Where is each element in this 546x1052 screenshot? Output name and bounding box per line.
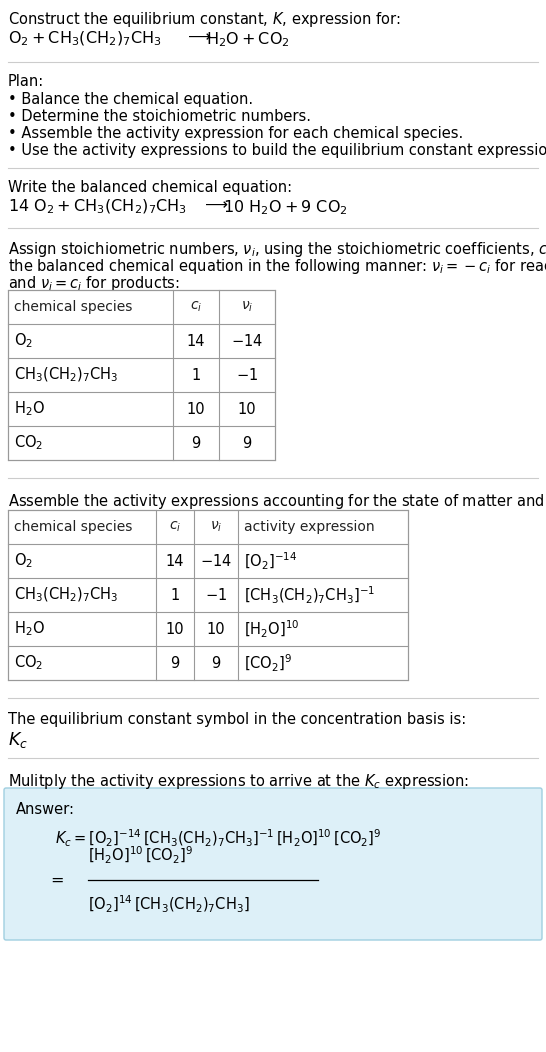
Text: $\nu_i$: $\nu_i$	[210, 520, 222, 534]
Text: 9: 9	[211, 655, 221, 670]
Bar	[8, 290, 275, 460]
Text: Plan:: Plan:	[8, 74, 44, 89]
Text: 14: 14	[166, 553, 184, 568]
Text: $\mathrm{O_2}$: $\mathrm{O_2}$	[14, 331, 33, 350]
FancyBboxPatch shape	[4, 788, 542, 940]
Text: $-1$: $-1$	[236, 367, 258, 383]
Text: chemical species: chemical species	[14, 520, 132, 534]
Text: $[\mathrm{CO_2}]^{9}$: $[\mathrm{CO_2}]^{9}$	[244, 652, 292, 673]
Text: $\mathrm{O_2}$: $\mathrm{O_2}$	[14, 551, 33, 570]
Text: Write the balanced chemical equation:: Write the balanced chemical equation:	[8, 180, 292, 195]
Text: activity expression: activity expression	[244, 520, 375, 534]
Text: Construct the equilibrium constant, $K$, expression for:: Construct the equilibrium constant, $K$,…	[8, 11, 401, 29]
Text: $K_c$: $K_c$	[8, 730, 28, 750]
Text: =: =	[50, 872, 63, 888]
Text: $\mathrm{CO_2}$: $\mathrm{CO_2}$	[14, 653, 43, 672]
Text: $\mathrm{H_2O + CO_2}$: $\mathrm{H_2O + CO_2}$	[206, 31, 290, 48]
Text: $\mathrm{H_2O}$: $\mathrm{H_2O}$	[14, 620, 45, 639]
Text: and $\nu_i = c_i$ for products:: and $\nu_i = c_i$ for products:	[8, 274, 180, 294]
Text: 9: 9	[170, 655, 180, 670]
Text: 10: 10	[187, 402, 205, 417]
Text: 1: 1	[170, 587, 180, 603]
Text: The equilibrium constant symbol in the concentration basis is:: The equilibrium constant symbol in the c…	[8, 712, 466, 727]
Text: $[\mathrm{H_2O}]^{10}$: $[\mathrm{H_2O}]^{10}$	[244, 619, 299, 640]
Text: $\mathrm{10\ H_2O + 9\ CO_2}$: $\mathrm{10\ H_2O + 9\ CO_2}$	[223, 198, 348, 217]
Text: $[\mathrm{CH_3(CH_2)_7CH_3}]^{-1}$: $[\mathrm{CH_3(CH_2)_7CH_3}]^{-1}$	[244, 585, 375, 606]
Text: 9: 9	[192, 436, 200, 450]
Text: $-14$: $-14$	[200, 553, 232, 569]
Text: $c_i$: $c_i$	[169, 520, 181, 534]
Text: $\mathrm{O_2 + CH_3(CH_2)_7CH_3}$: $\mathrm{O_2 + CH_3(CH_2)_7CH_3}$	[8, 31, 162, 48]
Text: Assign stoichiometric numbers, $\nu_i$, using the stoichiometric coefficients, $: Assign stoichiometric numbers, $\nu_i$, …	[8, 240, 546, 259]
Bar	[8, 510, 408, 680]
Text: the balanced chemical equation in the following manner: $\nu_i = -c_i$ for react: the balanced chemical equation in the fo…	[8, 257, 546, 276]
Text: • Balance the chemical equation.: • Balance the chemical equation.	[8, 92, 253, 107]
Text: 10: 10	[238, 402, 256, 417]
Text: • Assemble the activity expression for each chemical species.: • Assemble the activity expression for e…	[8, 126, 463, 141]
Text: 14: 14	[187, 333, 205, 348]
Text: chemical species: chemical species	[14, 300, 132, 313]
Text: $\mathrm{14\ O_2 + CH_3(CH_2)_7CH_3}$: $\mathrm{14\ O_2 + CH_3(CH_2)_7CH_3}$	[8, 198, 187, 217]
Text: $c_i$: $c_i$	[190, 300, 202, 315]
Text: $\nu_i$: $\nu_i$	[241, 300, 253, 315]
Text: $[\mathrm{H_2O}]^{10}\,[\mathrm{CO_2}]^{9}$: $[\mathrm{H_2O}]^{10}\,[\mathrm{CO_2}]^{…	[88, 845, 193, 866]
Text: Assemble the activity expressions accounting for the state of matter and $\nu_i$: Assemble the activity expressions accoun…	[8, 492, 546, 511]
Text: 1: 1	[192, 367, 200, 383]
Text: • Determine the stoichiometric numbers.: • Determine the stoichiometric numbers.	[8, 109, 311, 124]
Text: $[\mathrm{O_2}]^{-14}$: $[\mathrm{O_2}]^{-14}$	[244, 550, 297, 571]
Text: Mulitply the activity expressions to arrive at the $K_c$ expression:: Mulitply the activity expressions to arr…	[8, 772, 469, 791]
Text: 9: 9	[242, 436, 252, 450]
Text: ⟶: ⟶	[200, 198, 233, 213]
Text: Answer:: Answer:	[16, 802, 75, 817]
Text: $\mathrm{CH_3(CH_2)_7CH_3}$: $\mathrm{CH_3(CH_2)_7CH_3}$	[14, 586, 118, 604]
Text: 10: 10	[165, 622, 185, 636]
Text: ⟶: ⟶	[183, 31, 216, 45]
Text: $\mathrm{H_2O}$: $\mathrm{H_2O}$	[14, 400, 45, 419]
Text: $-14$: $-14$	[231, 333, 263, 349]
Text: $\mathrm{CH_3(CH_2)_7CH_3}$: $\mathrm{CH_3(CH_2)_7CH_3}$	[14, 366, 118, 384]
Text: $K_c = [\mathrm{O_2}]^{-14}\,[\mathrm{CH_3(CH_2)_7CH_3}]^{-1}\,[\mathrm{H_2O}]^{: $K_c = [\mathrm{O_2}]^{-14}\,[\mathrm{CH…	[55, 828, 382, 849]
Text: $\mathrm{CO_2}$: $\mathrm{CO_2}$	[14, 433, 43, 452]
Text: $-1$: $-1$	[205, 587, 227, 603]
Text: 10: 10	[207, 622, 225, 636]
Text: • Use the activity expressions to build the equilibrium constant expression.: • Use the activity expressions to build …	[8, 143, 546, 158]
Text: $[\mathrm{O_2}]^{14}\,[\mathrm{CH_3(CH_2)_7CH_3}]$: $[\mathrm{O_2}]^{14}\,[\mathrm{CH_3(CH_2…	[88, 894, 250, 915]
